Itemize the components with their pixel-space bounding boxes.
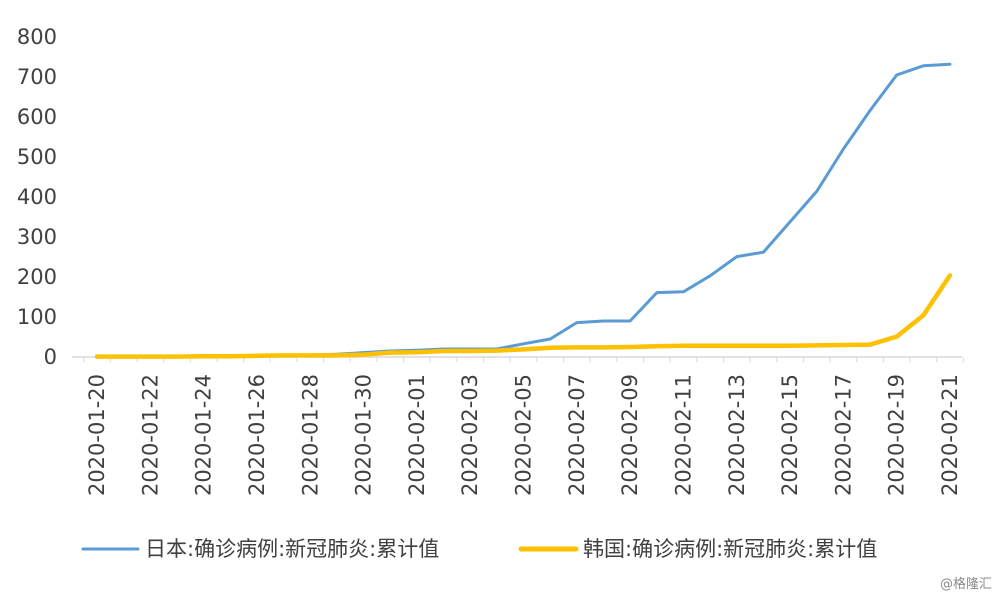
y-tick-label: 800 <box>17 25 57 49</box>
x-tick-label: 2020-01-24 <box>192 374 216 496</box>
x-tick-label: 2020-02-07 <box>565 374 589 496</box>
x-tick-label: 2020-01-28 <box>298 374 322 496</box>
y-axis-ticks: 0 100 200 300 400 500 600 700 800 <box>17 25 57 369</box>
x-tick-label: 2020-01-20 <box>85 374 109 496</box>
x-tick-label: 2020-02-09 <box>618 374 642 496</box>
series-line-1 <box>95 62 952 359</box>
watermark-text: @格隆汇 <box>940 576 992 592</box>
x-tick-label: 2020-02-19 <box>885 374 909 496</box>
series-lines <box>94 62 953 359</box>
series-line-2 <box>94 273 953 359</box>
x-tick-label: 2020-02-05 <box>512 374 536 496</box>
x-tick-label: 2020-02-03 <box>458 374 482 496</box>
x-tick-label: 2020-02-13 <box>725 374 749 496</box>
x-tick-label: 2020-01-26 <box>245 374 269 496</box>
x-tick-label: 2020-01-22 <box>138 374 162 496</box>
x-tick-label: 2020-01-30 <box>352 374 376 496</box>
y-tick-label: 600 <box>17 105 57 129</box>
y-tick-label: 400 <box>17 185 57 209</box>
legend-label-2: 韩国:确诊病例:新冠肺炎:累计值 <box>583 537 877 561</box>
y-tick-label: 200 <box>17 265 57 289</box>
y-tick-label: 500 <box>17 145 57 169</box>
y-tick-label: 300 <box>17 225 57 249</box>
legend-label-1: 日本:确诊病例:新冠肺炎:累计值 <box>145 537 439 561</box>
x-tick-label: 2020-02-01 <box>405 374 429 496</box>
y-tick-label: 0 <box>44 345 57 369</box>
y-tick-label: 700 <box>17 65 57 89</box>
x-tick-label: 2020-02-15 <box>778 374 802 496</box>
x-tick-label: 2020-02-11 <box>671 374 695 496</box>
y-tick-label: 100 <box>17 305 57 329</box>
x-tick-label: 2020-02-17 <box>831 374 855 496</box>
x-axis-ticks: 2020-01-20 2020-01-22 2020-01-24 2020-01-26… <box>85 374 962 496</box>
x-tick-label: 2020-02-21 <box>938 374 962 496</box>
legend: 日本:确诊病例:新冠肺炎:累计值 韩国:确诊病例:新冠肺炎:累计值 <box>81 537 877 561</box>
